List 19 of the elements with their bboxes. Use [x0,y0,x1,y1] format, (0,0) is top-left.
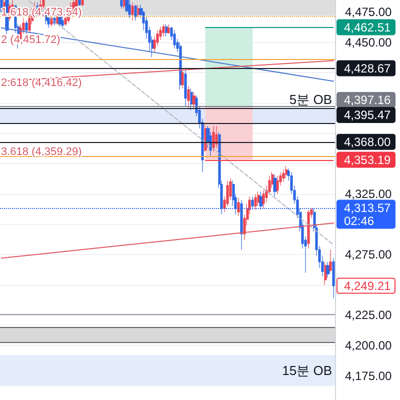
y-tick-label: 4,450.00 [345,35,392,50]
ref-line-label: 4,353.19 [344,152,392,167]
y-tick-label: 4,325.00 [345,186,392,201]
y-tick-label: 4,275.00 [345,248,392,262]
y-tick-label: 4,225.00 [345,308,392,322]
ref-line-label: 4,428.67 [344,61,392,76]
ref-line-label: 4,368.00 [344,134,392,149]
ref-line-label: 4,313.57 02:46 [344,200,392,228]
y-tick-label: 4,475.00 [345,5,392,20]
band-label: 15분 OB [282,363,332,378]
text: 4,249.21 [344,278,392,293]
annotation: 2.618 (4,416.42) [1,77,82,89]
annotation: 3.618 (4,359.29) [1,146,82,158]
band-label: 5분 OB [289,92,332,108]
y-tick-label: 4,175.00 [345,368,392,383]
y-tick-label: 4,200.00 [345,338,392,352]
ref-line-label: 4,395.47 [344,108,392,122]
ref-line-label: 4,397.16 [344,92,392,107]
ref-line-label: 4,462.51 [344,20,392,34]
